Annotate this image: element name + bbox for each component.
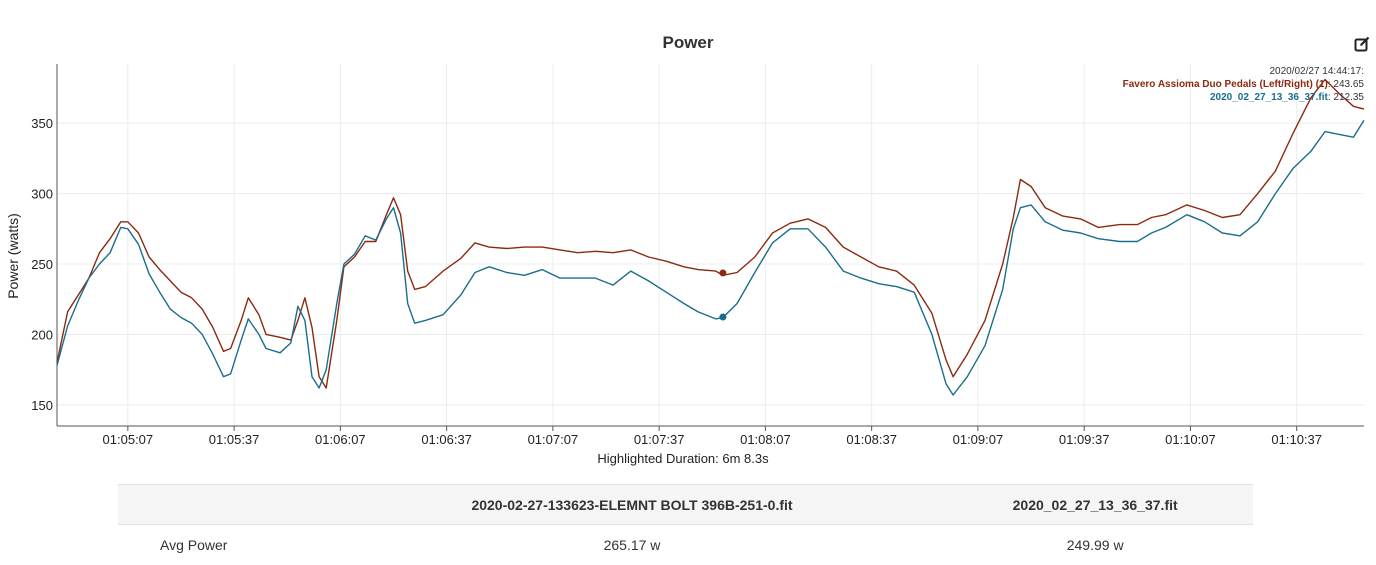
edit-icon[interactable]: [1354, 36, 1370, 52]
x-tick-label: 01:05:37: [209, 432, 260, 447]
axes: 150 200 250 300 350 01:05:07 01:05:37 01:06:07 0…: [31, 64, 1364, 447]
x-axis-label: Highlighted Duration: 6m 8.3s: [597, 451, 769, 466]
table-header-row: 2020-02-27-133623-ELEMNT BOLT 396B-251-0…: [118, 485, 1253, 525]
tooltip-series-1: Favero Assioma Duo Pedals (Left/Right) (…: [1123, 79, 1365, 90]
y-tick-label: 250: [31, 257, 53, 272]
x-tick-label: 01:05:07: [103, 432, 154, 447]
x-tick-label: 01:07:37: [634, 432, 685, 447]
table-cell-value-1: 265.17 w: [327, 525, 938, 565]
y-tick-label: 150: [31, 398, 53, 413]
table-cell-value-2: 249.99 w: [937, 525, 1253, 565]
tooltip-time: 2020/02/27 14:44:17:: [1269, 66, 1364, 77]
x-tick-label: 01:09:37: [1059, 432, 1110, 447]
y-tick-label: 200: [31, 327, 53, 342]
tooltip-series-name: Favero Assioma Duo Pedals (Left/Right) (…: [1123, 79, 1328, 90]
table-cell-metric: Avg Power: [118, 525, 327, 565]
grid: [57, 64, 1364, 426]
x-tick-label: 01:06:07: [315, 432, 366, 447]
x-tick-label: 01:10:07: [1165, 432, 1216, 447]
series-line-1: [57, 80, 1364, 389]
tooltip-series-name: 2020_02_27_13_36_37.fit: [1210, 92, 1329, 103]
table-header-metric: [118, 485, 327, 525]
y-tick-label: 300: [31, 187, 53, 202]
highlight-point-2: [719, 314, 726, 321]
y-tick-label: 350: [31, 116, 53, 131]
table-row: Avg Power 265.17 w 249.99 w: [118, 525, 1253, 565]
chart-title: Power: [0, 33, 1376, 53]
y-axis-label: Power (watts): [5, 213, 21, 299]
series: [57, 80, 1364, 396]
tooltip-series-2: 2020_02_27_13_36_37.fit: 212.35: [1210, 92, 1364, 103]
x-tick-label: 01:08:07: [740, 432, 791, 447]
x-tick-label: 01:06:37: [421, 432, 472, 447]
highlight-point-1: [719, 269, 726, 276]
series-line-2: [57, 120, 1364, 395]
table-header-file-2: 2020_02_27_13_36_37.fit: [937, 485, 1253, 525]
power-chart: 150 200 250 300 350 01:05:07 01:05:37 01:06:07 0…: [0, 0, 1376, 480]
x-tick-label: 01:08:37: [846, 432, 897, 447]
table-header-file-1: 2020-02-27-133623-ELEMNT BOLT 396B-251-0…: [327, 485, 938, 525]
comparison-table: 2020-02-27-133623-ELEMNT BOLT 396B-251-0…: [118, 484, 1253, 565]
x-tick-label: 01:07:07: [528, 432, 579, 447]
tooltip-series-value: : 212.35: [1328, 92, 1365, 103]
tooltip-series-value: : 243.65: [1328, 79, 1365, 90]
x-tick-label: 01:10:37: [1271, 432, 1322, 447]
x-tick-label: 01:09:07: [953, 432, 1004, 447]
